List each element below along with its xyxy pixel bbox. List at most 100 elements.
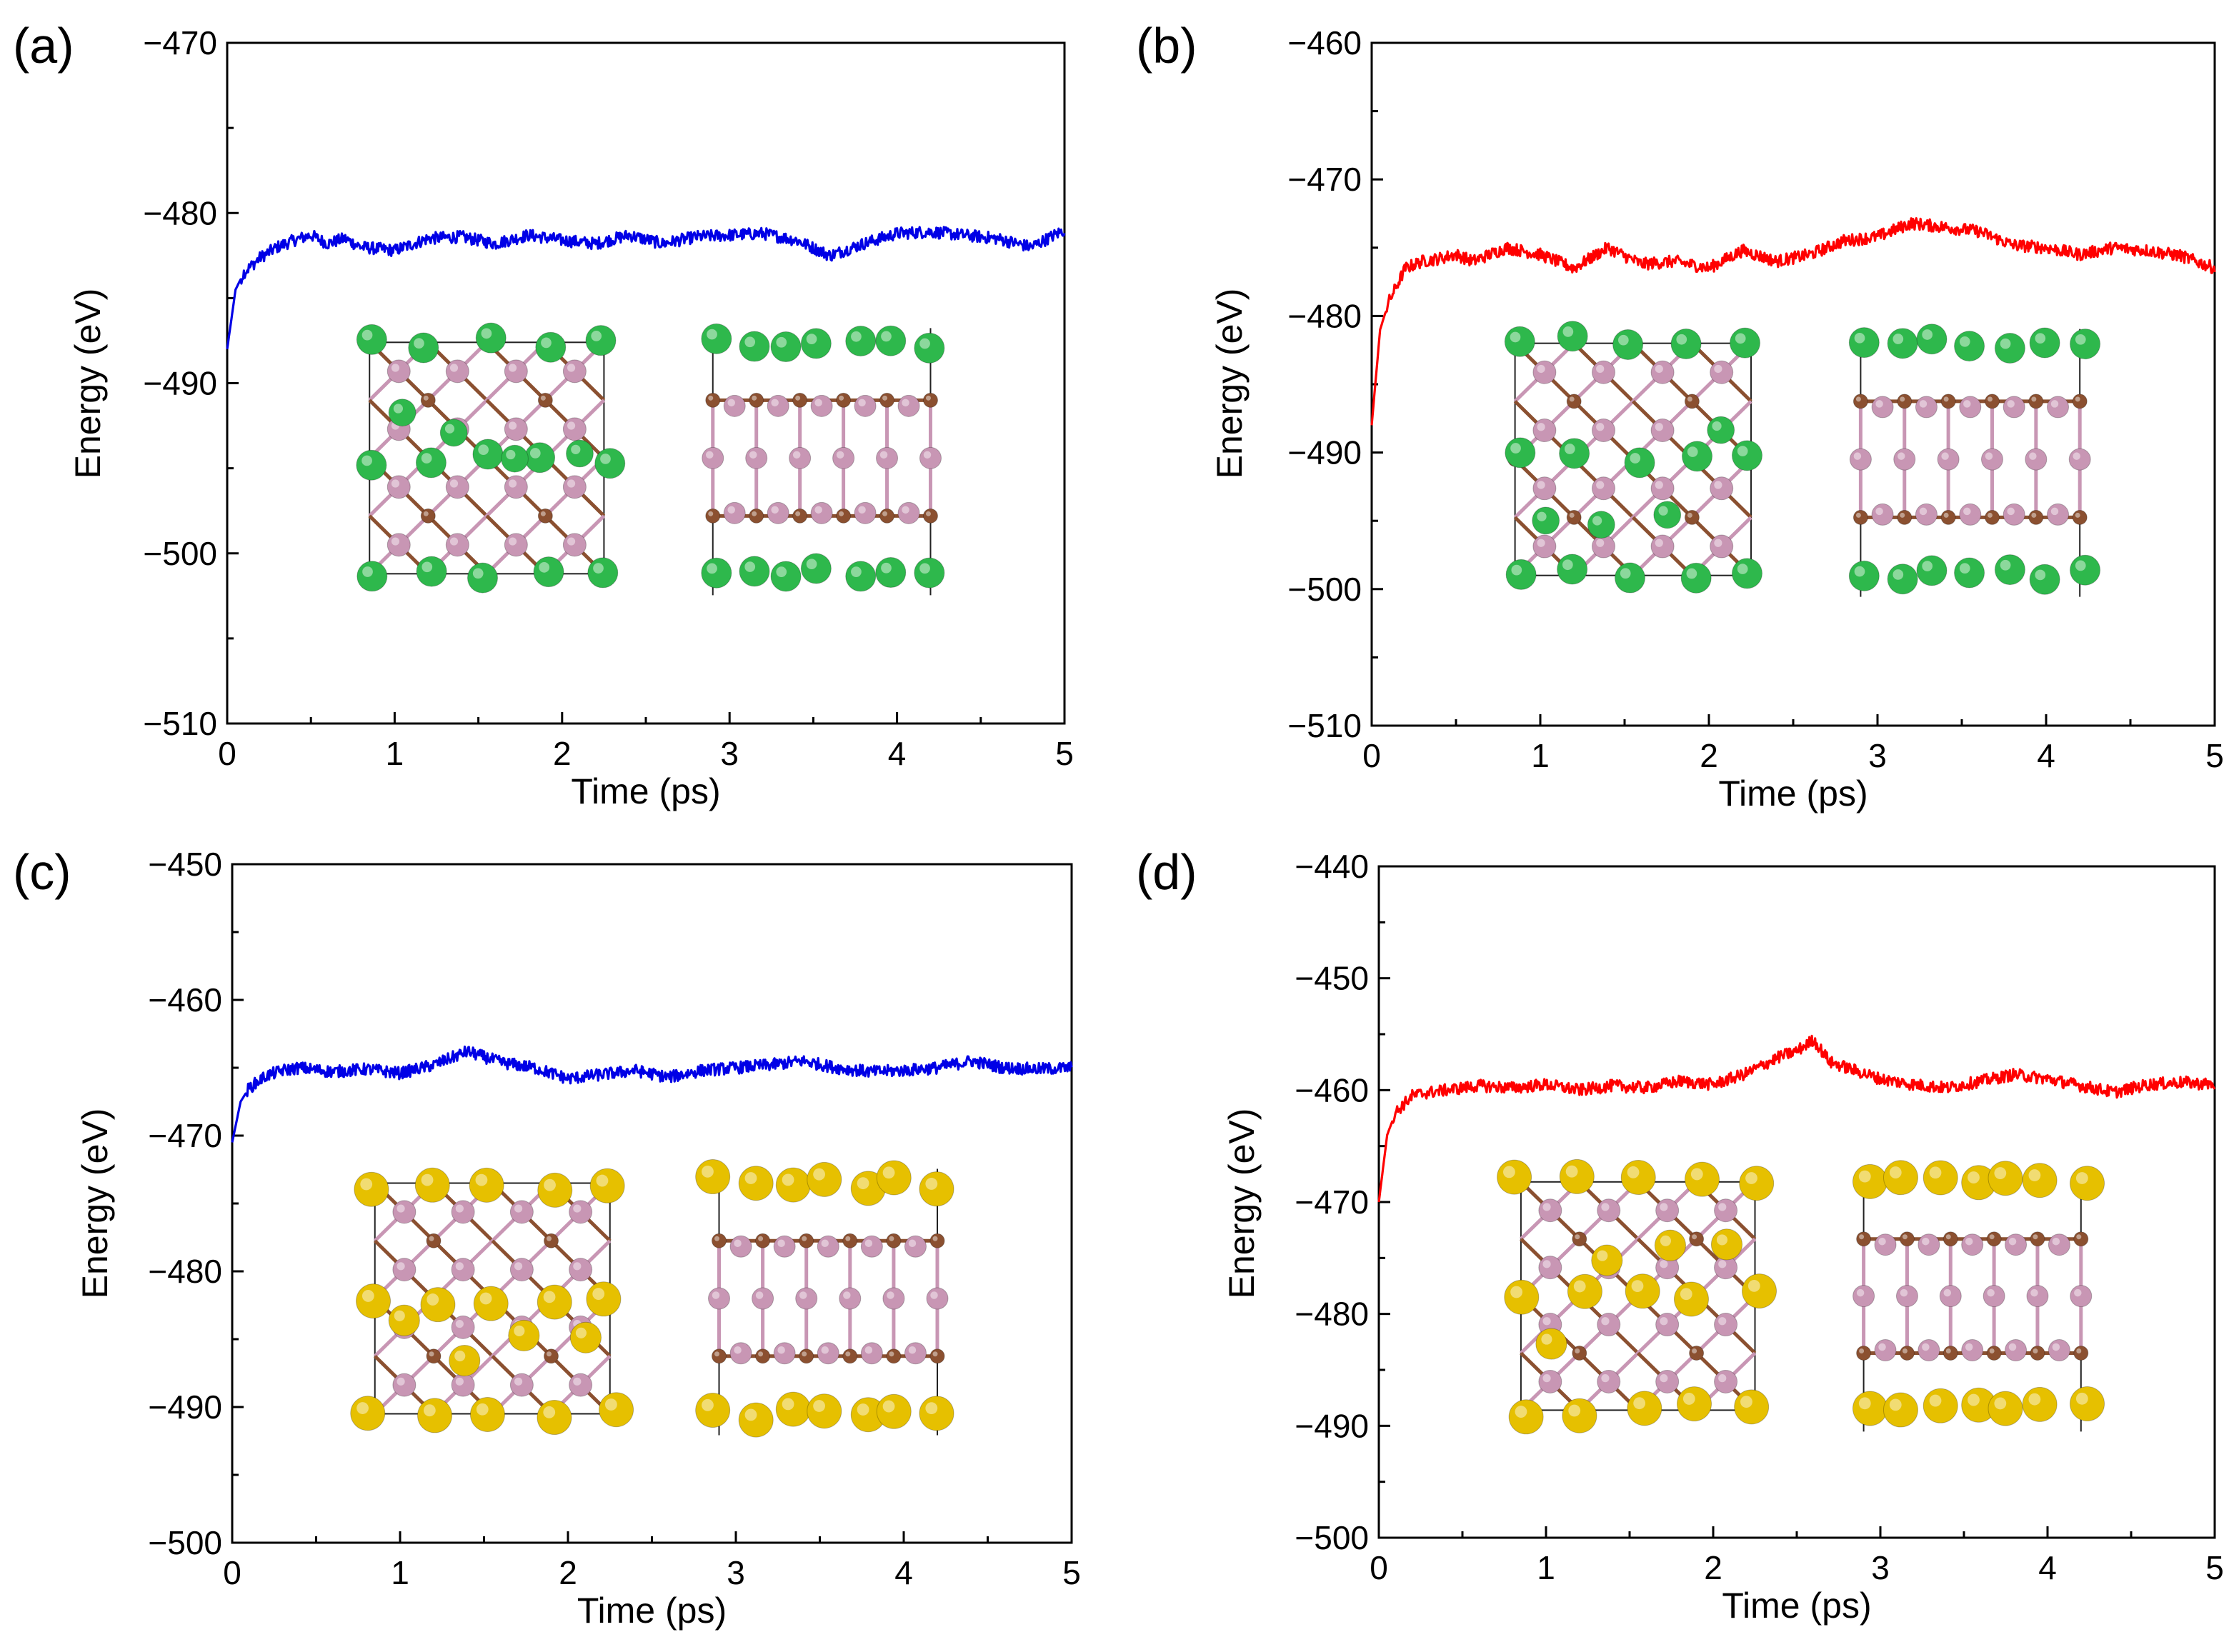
inset-pink-atom [569, 1200, 593, 1224]
inset-large-atom [586, 1281, 622, 1317]
inset-large-atom [589, 1168, 625, 1203]
inset-large-atom-highlight [881, 331, 892, 342]
inset-large-atom [439, 419, 468, 447]
inset-large-atom [876, 1393, 912, 1429]
inset-large-atom [1505, 559, 1537, 590]
inset-large-atom-highlight [472, 568, 484, 579]
inset-pink-atom-highlight [706, 451, 714, 459]
inset-large-atom [701, 323, 732, 354]
inset-pink-atom-highlight [1718, 1203, 1727, 1211]
inset-large-atom [414, 1167, 450, 1203]
inset-large-atom [508, 1319, 540, 1352]
inset-large-atom [1887, 328, 1918, 359]
inset-brown-atom-highlight [795, 395, 801, 401]
inset-pink-atom [897, 501, 920, 524]
inset-pink-atom-highlight [455, 1204, 464, 1213]
inset-brown-atom [1897, 394, 1913, 409]
inset-large-atom [701, 557, 732, 589]
inset-pink-atom-highlight [843, 1291, 851, 1299]
inset-large-atom [1625, 1273, 1660, 1309]
inset-pink-atom [387, 359, 411, 384]
inset-pink-atom [2026, 1285, 2049, 1308]
inset-pink-atom [1980, 448, 2003, 471]
inset-pink-atom-highlight [391, 479, 400, 488]
inset-pink-atom-highlight [1919, 507, 1928, 516]
inset-pink-atom [1871, 396, 1894, 419]
inset-large-atom-highlight [2075, 1172, 2088, 1184]
inset-large-atom [501, 444, 529, 473]
inset-pink-atom-highlight [1965, 1237, 1973, 1246]
inset-pink-atom [729, 1235, 752, 1258]
inset-pink-atom-highlight [1655, 364, 1663, 374]
inset-brown-atom-highlight [429, 1236, 434, 1241]
inset-brown-atom [755, 1233, 771, 1248]
inset-pink-atom-highlight [1985, 452, 1993, 460]
inset-large-atom [1562, 1398, 1597, 1433]
inset-pink-atom [1961, 1339, 1984, 1361]
inset-large-atom [1673, 1281, 1709, 1317]
inset-brown-atom-highlight [839, 395, 844, 401]
inset-pink-atom [2003, 503, 2025, 526]
inset-large-atom [2070, 329, 2101, 360]
inset-large-atom-highlight [857, 1177, 869, 1190]
inset-pink-atom [839, 1287, 862, 1310]
inset-pink-atom [1650, 534, 1675, 559]
inset-large-atom [2022, 1163, 2058, 1198]
inset-pink-atom-highlight [864, 1346, 873, 1354]
inset-large-atom [599, 1392, 634, 1428]
inset-large-atom-highlight [479, 1292, 492, 1305]
inset-pink-atom-highlight [1875, 400, 1883, 408]
inset-large-atom-highlight [1747, 1279, 1760, 1292]
inset-pink-atom-highlight [1537, 539, 1545, 547]
inset-pink-atom-highlight [514, 1262, 523, 1271]
inset-pink-atom-highlight [1660, 1203, 1668, 1211]
inset-pink-atom-highlight [449, 479, 459, 488]
inset-large-atom-highlight [575, 1327, 587, 1338]
x-tick-label: 3 [1868, 737, 1887, 774]
inset-pink-atom [1710, 476, 1734, 501]
inset-pink-atom [1871, 503, 1894, 526]
x-axis-label: Time (ps) [577, 1591, 727, 1631]
inset-large-atom-highlight [2000, 559, 2011, 571]
panel-label: (c) [13, 844, 71, 900]
inset-large-atom [914, 557, 945, 589]
x-tick-label: 3 [720, 735, 739, 772]
inset-pink-atom-highlight [567, 364, 576, 372]
x-tick-label: 2 [1700, 737, 1718, 774]
inset-large-atom [2070, 1166, 2105, 1201]
inset-brown-atom [2028, 509, 2044, 525]
inset-large-atom [417, 1398, 453, 1433]
inset-large-atom-highlight [1515, 1406, 1527, 1418]
inset-brown-atom [1897, 509, 1913, 525]
inset-pink-atom-highlight [2073, 452, 2080, 460]
inset-pink-atom [504, 417, 528, 441]
inset-brown-atom-highlight [845, 1351, 851, 1357]
inset-large-atom-highlight [1737, 564, 1748, 574]
inset-pink-atom-highlight [1655, 423, 1663, 431]
inset-large-atom-highlight [529, 448, 541, 459]
inset-pink-atom [926, 1287, 949, 1310]
inset-large-atom-highlight [782, 1398, 794, 1411]
inset-large-atom-highlight [1541, 1333, 1552, 1345]
inset-large-atom [1620, 1160, 1656, 1196]
inset-pink-atom-highlight [1596, 364, 1605, 374]
inset-pink-atom-highlight [1943, 1288, 1952, 1297]
x-tick-label: 4 [894, 1554, 913, 1591]
inset-pink-atom [723, 394, 746, 417]
inset-large-atom-highlight [1676, 334, 1687, 345]
inset-large-atom-highlight [1627, 1166, 1640, 1178]
inset-pink-atom-highlight [1655, 539, 1663, 547]
inset-large-atom-highlight [881, 562, 892, 574]
inset-pink-atom-highlight [727, 506, 735, 514]
inset-brown-atom-highlight [423, 395, 429, 401]
inset-large-atom-highlight [481, 328, 492, 339]
inset-large-atom [535, 331, 567, 363]
inset-pink-atom-highlight [514, 1377, 523, 1386]
inset-large-atom-highlight [361, 455, 372, 466]
inset-large-atom [1557, 321, 1588, 352]
inset-pink-atom-highlight [755, 1291, 764, 1299]
y-tick-label: −500 [1295, 1519, 1369, 1556]
inset-large-atom-highlight [1660, 1235, 1672, 1246]
inset-pink-atom [752, 1287, 774, 1310]
inset-large-atom-highlight [1994, 1167, 2007, 1179]
